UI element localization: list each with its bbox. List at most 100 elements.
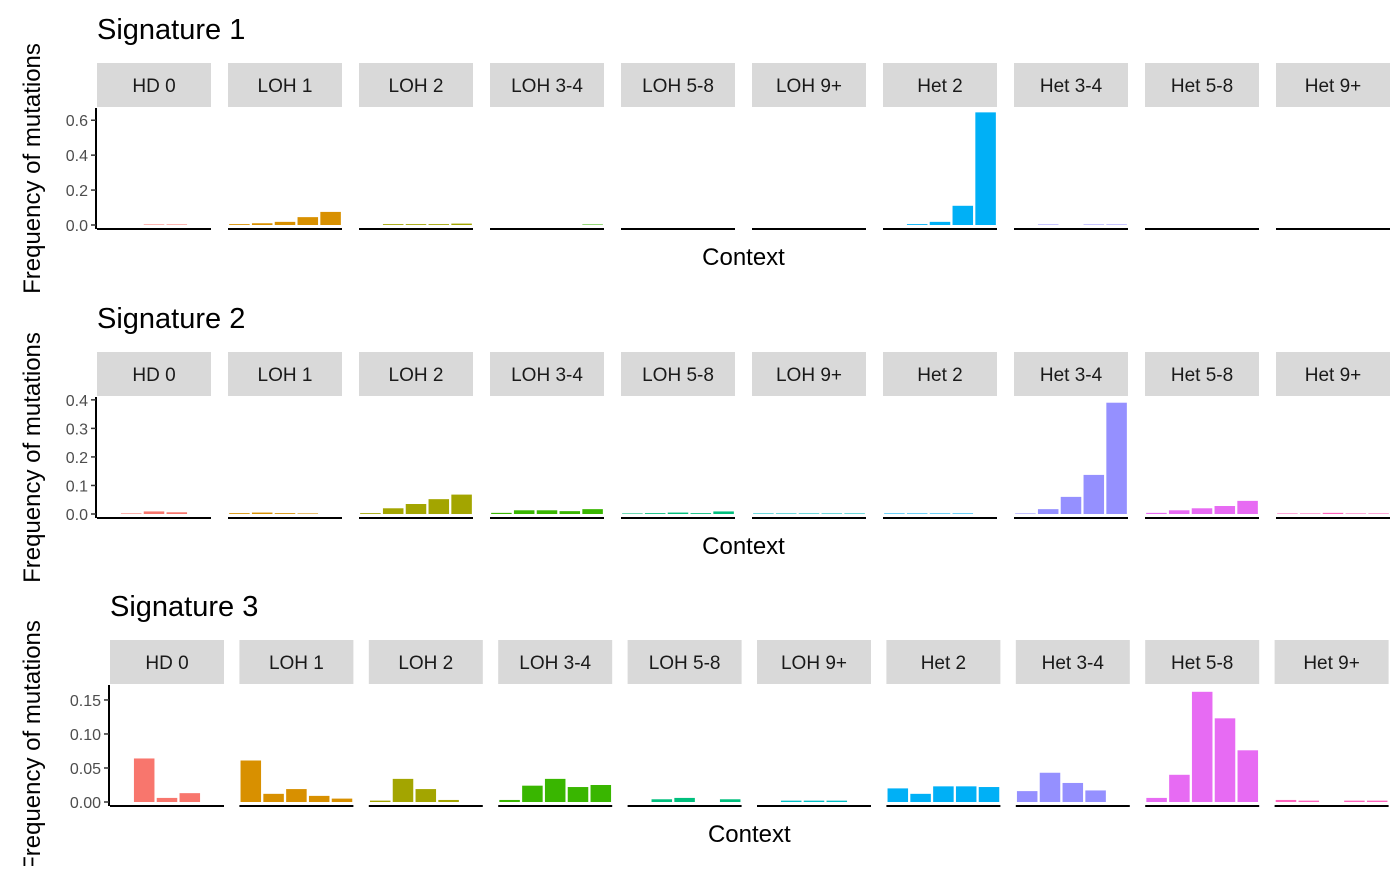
facet-label: Het 3-4 bbox=[1040, 365, 1103, 386]
bar bbox=[405, 224, 427, 225]
y-axis-title: Frequency of mutations bbox=[19, 332, 46, 583]
bar bbox=[1168, 510, 1190, 514]
bar bbox=[166, 512, 188, 514]
bar bbox=[1214, 506, 1236, 514]
bar bbox=[1062, 782, 1084, 802]
facet-strip bbox=[621, 352, 735, 396]
facet-label: Het 5-8 bbox=[1171, 76, 1233, 97]
facet-strip bbox=[359, 352, 473, 396]
bar bbox=[251, 512, 273, 514]
bar bbox=[559, 511, 581, 514]
bar bbox=[274, 221, 296, 225]
bar bbox=[369, 800, 391, 802]
facet-label: Het 3-4 bbox=[1042, 653, 1105, 674]
bar bbox=[1015, 513, 1036, 514]
facet-strip bbox=[490, 352, 604, 396]
bar bbox=[1277, 513, 1298, 514]
bar bbox=[382, 508, 404, 514]
facet-strip bbox=[886, 640, 1001, 684]
bar bbox=[1191, 508, 1213, 514]
bar bbox=[1237, 750, 1259, 802]
bar bbox=[405, 504, 427, 514]
bar bbox=[719, 799, 741, 802]
bar bbox=[286, 789, 307, 802]
bar bbox=[156, 797, 178, 802]
facet-label: LOH 3-4 bbox=[519, 653, 591, 674]
y-tick-label: 0.3 bbox=[66, 421, 88, 438]
bar bbox=[952, 205, 974, 225]
bar bbox=[1146, 797, 1167, 802]
bar bbox=[622, 513, 643, 514]
bar bbox=[513, 510, 535, 514]
bar bbox=[978, 787, 1000, 802]
facet-label: LOH 1 bbox=[269, 653, 324, 674]
bar bbox=[308, 795, 330, 802]
chart-title: Signature 3 bbox=[110, 591, 258, 623]
x-axis-title: Context bbox=[702, 244, 785, 271]
bar bbox=[975, 112, 996, 225]
bar bbox=[451, 223, 472, 225]
bar bbox=[1037, 509, 1059, 514]
bar bbox=[582, 509, 603, 514]
bar bbox=[884, 513, 905, 514]
y-tick-label: 0.15 bbox=[70, 693, 101, 710]
bar bbox=[1106, 402, 1127, 514]
facet-strip bbox=[228, 352, 342, 396]
y-tick-label: 0.00 bbox=[70, 795, 101, 812]
bar bbox=[929, 513, 951, 514]
facet-strip bbox=[1276, 63, 1390, 107]
facet-label: Het 5-8 bbox=[1171, 365, 1233, 386]
bar bbox=[1345, 513, 1367, 514]
bar bbox=[166, 224, 188, 225]
bar bbox=[1322, 512, 1344, 514]
bar bbox=[1146, 512, 1167, 514]
facet-strip bbox=[368, 640, 483, 684]
bar bbox=[952, 513, 974, 514]
bar bbox=[297, 513, 319, 514]
y-tick-label: 0.0 bbox=[66, 218, 88, 235]
bar bbox=[1237, 500, 1258, 514]
bar bbox=[438, 799, 459, 802]
bar bbox=[536, 510, 558, 514]
bar bbox=[382, 224, 404, 225]
facet-label: Het 2 bbox=[921, 653, 966, 674]
facet-strip bbox=[627, 640, 742, 684]
facet-strip bbox=[883, 63, 997, 107]
bar bbox=[690, 513, 712, 514]
bar bbox=[415, 789, 437, 802]
facet-strip bbox=[1015, 640, 1130, 684]
bar bbox=[499, 799, 520, 802]
y-tick-label: 0.2 bbox=[66, 450, 88, 467]
bar bbox=[821, 513, 843, 514]
facet-label: Het 5-8 bbox=[1171, 653, 1233, 674]
bar bbox=[798, 513, 820, 514]
bar bbox=[1039, 772, 1061, 802]
bar bbox=[251, 223, 273, 225]
bar bbox=[1298, 800, 1320, 802]
facet-label: LOH 1 bbox=[258, 365, 313, 386]
bar bbox=[1366, 800, 1388, 802]
facet-label: LOH 5-8 bbox=[642, 365, 714, 386]
facet-label: LOH 9+ bbox=[776, 76, 842, 97]
bar bbox=[1060, 496, 1082, 514]
facet-strip bbox=[228, 63, 342, 107]
facet-label: LOH 2 bbox=[389, 365, 444, 386]
y-axis-title: Frequency of mutations bbox=[19, 620, 46, 866]
bar bbox=[651, 799, 673, 802]
facet-label: LOH 5-8 bbox=[642, 76, 714, 97]
bar bbox=[1344, 800, 1365, 802]
facet-label: Het 2 bbox=[917, 365, 962, 386]
y-tick-label: 0.10 bbox=[70, 727, 101, 744]
facet-strip bbox=[110, 640, 224, 684]
bar bbox=[120, 513, 142, 514]
bar bbox=[1106, 224, 1127, 225]
bar bbox=[392, 778, 414, 802]
bar bbox=[753, 513, 774, 514]
bar bbox=[1083, 474, 1105, 514]
facet-label: LOH 3-4 bbox=[511, 76, 583, 97]
facet-strip bbox=[1014, 352, 1128, 396]
bar bbox=[906, 224, 928, 225]
y-axis-title: Frequency of mutations bbox=[19, 43, 46, 294]
